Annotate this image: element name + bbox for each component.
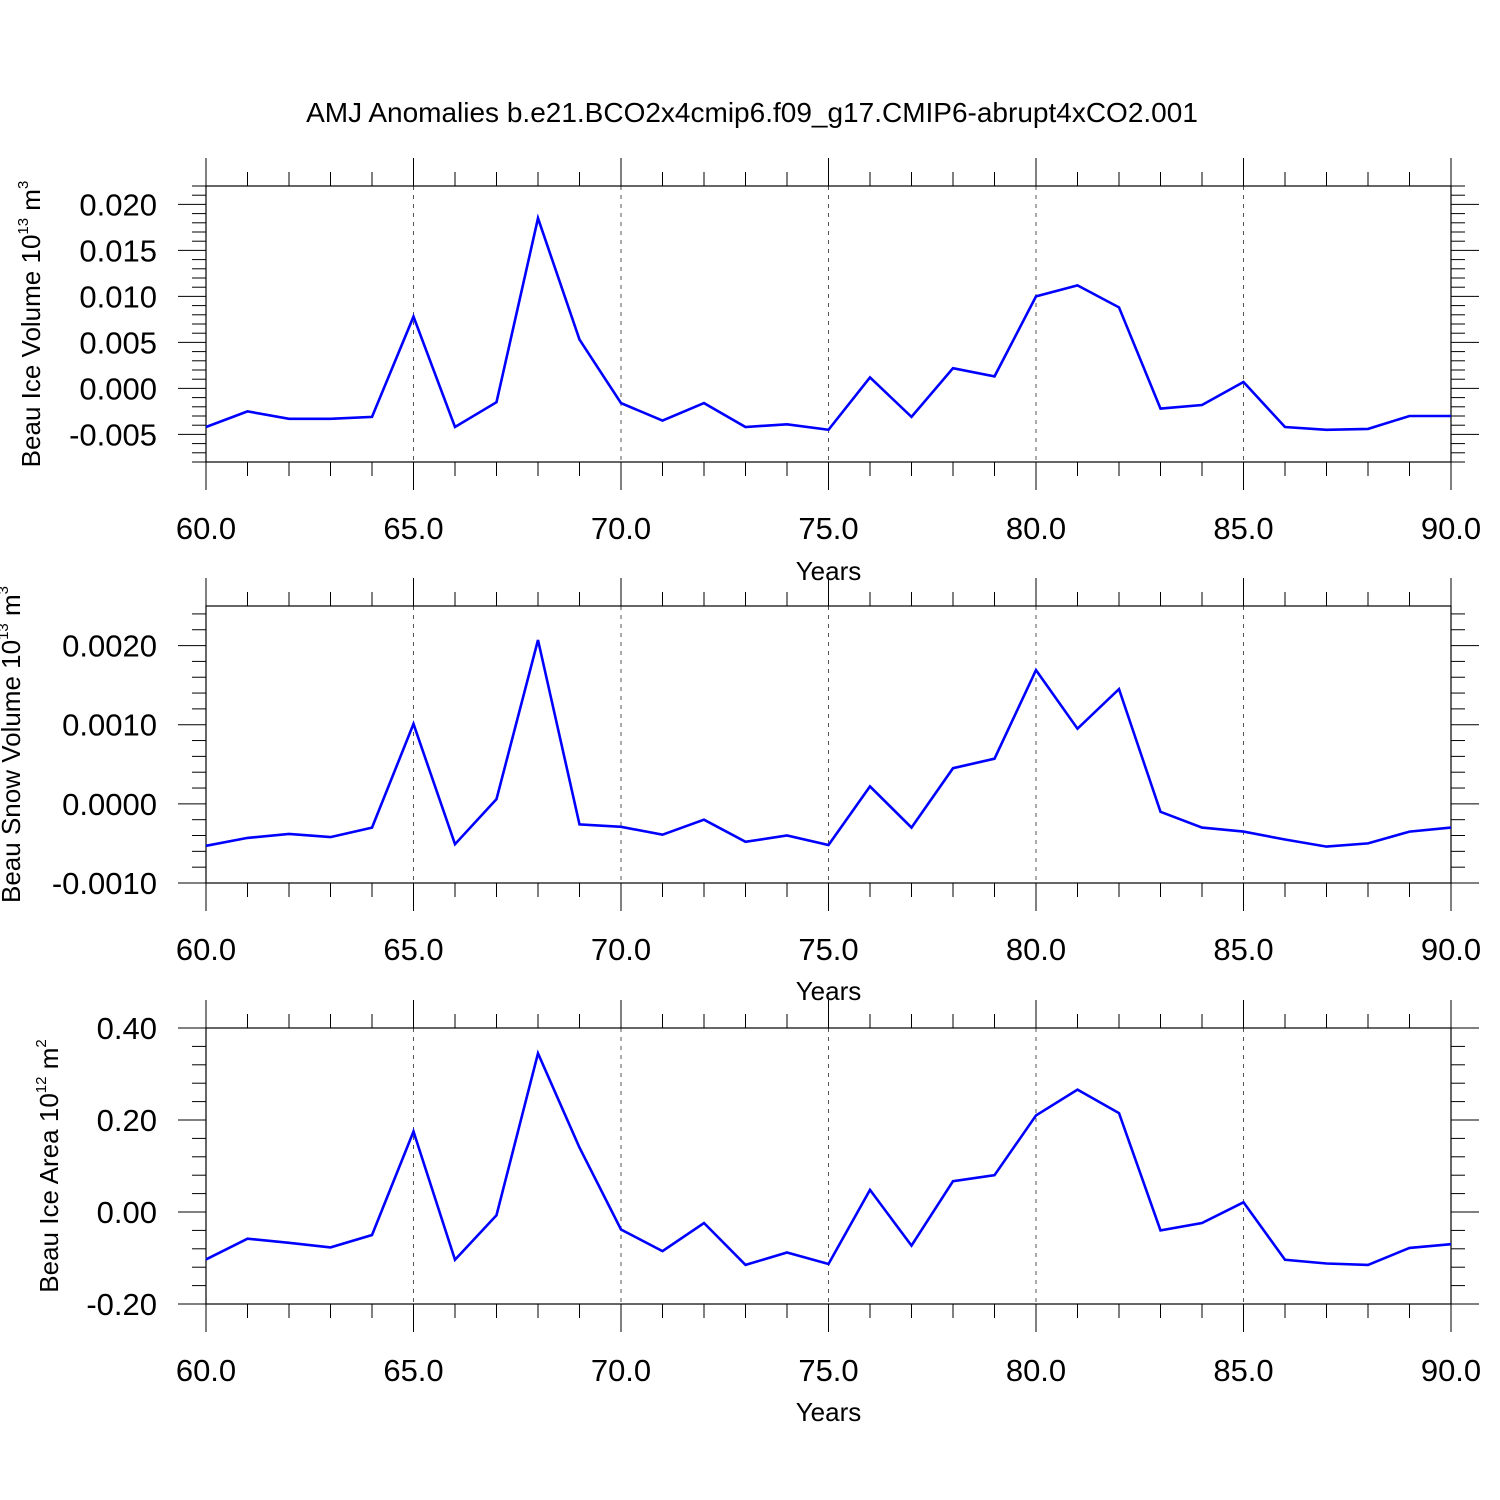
y-tick-label: -0.20 — [86, 1287, 157, 1322]
x-tick-label: 75.0 — [798, 1353, 858, 1388]
y-tick-label: 0.020 — [79, 187, 157, 222]
x-tick-label: 70.0 — [591, 932, 651, 967]
series-line — [205, 639, 1452, 848]
panel-2: -0.0010 0.0000 0.0010 0.0020 60.0 65.0 70.0 75.… — [0, 578, 1481, 1006]
x-tick-label: 80.0 — [1006, 932, 1066, 967]
y-axis-label: Beau Ice Volume 1013 m3 — [15, 181, 46, 468]
x-tick-label: 65.0 — [383, 1353, 443, 1388]
y-tick-label: 0.0000 — [62, 787, 157, 822]
x-tick-label: 60.0 — [176, 932, 236, 967]
figure-title: AMJ Anomalies b.e21.BCO2x4cmip6.f09_g17.… — [306, 97, 1198, 128]
y-tick-label: 0.0020 — [62, 629, 157, 664]
y-tick-label: 0.005 — [79, 325, 157, 360]
x-tick-label: 90.0 — [1421, 932, 1481, 967]
x-tick-label: 75.0 — [798, 932, 858, 967]
panels: -0.005 0.000 0.005 0.010 0.015 0.020 60.0 65.0 7… — [0, 158, 1481, 1427]
series-line — [205, 213, 1451, 432]
x-tick-label: 85.0 — [1213, 932, 1273, 967]
y-axis-label: Beau Snow Volume 1013 m3 — [0, 586, 26, 903]
y-tick-label: 0.20 — [97, 1103, 157, 1138]
x-tick-label: 90.0 — [1421, 511, 1481, 546]
x-tick-label: 70.0 — [591, 1353, 651, 1388]
series-line — [205, 1049, 1452, 1267]
y-tick-label: -0.005 — [69, 417, 157, 452]
x-axis-label: Years — [796, 1397, 862, 1427]
x-tick-label: 80.0 — [1006, 1353, 1066, 1388]
x-tick-label: 75.0 — [798, 511, 858, 546]
y-tick-label: 0.000 — [79, 371, 157, 406]
x-tick-label: 85.0 — [1213, 1353, 1273, 1388]
x-tick-label: 65.0 — [383, 511, 443, 546]
x-tick-label: 65.0 — [383, 932, 443, 967]
panel-3: -0.20 0.00 0.20 0.40 60.0 65.0 70.0 75.0 80.0 85.… — [33, 1000, 1481, 1427]
y-tick-label: 0.010 — [79, 279, 157, 314]
y-tick-label: 0.0010 — [62, 708, 157, 743]
x-tick-label: 60.0 — [176, 1353, 236, 1388]
x-tick-label: 85.0 — [1213, 511, 1273, 546]
x-tick-label: 80.0 — [1006, 511, 1066, 546]
panel-1: -0.005 0.000 0.005 0.010 0.015 0.020 60.0 65.0 7… — [15, 158, 1481, 586]
y-tick-label: -0.0010 — [52, 866, 157, 901]
x-tick-label: 70.0 — [591, 511, 651, 546]
y-axis-label: Beau Ice Area 1012 m2 — [33, 1039, 64, 1292]
x-tick-label: 60.0 — [176, 511, 236, 546]
x-tick-label: 90.0 — [1421, 1353, 1481, 1388]
y-tick-label: 0.40 — [97, 1011, 157, 1046]
y-tick-label: 0.00 — [97, 1195, 157, 1230]
y-tick-label: 0.015 — [79, 233, 157, 268]
